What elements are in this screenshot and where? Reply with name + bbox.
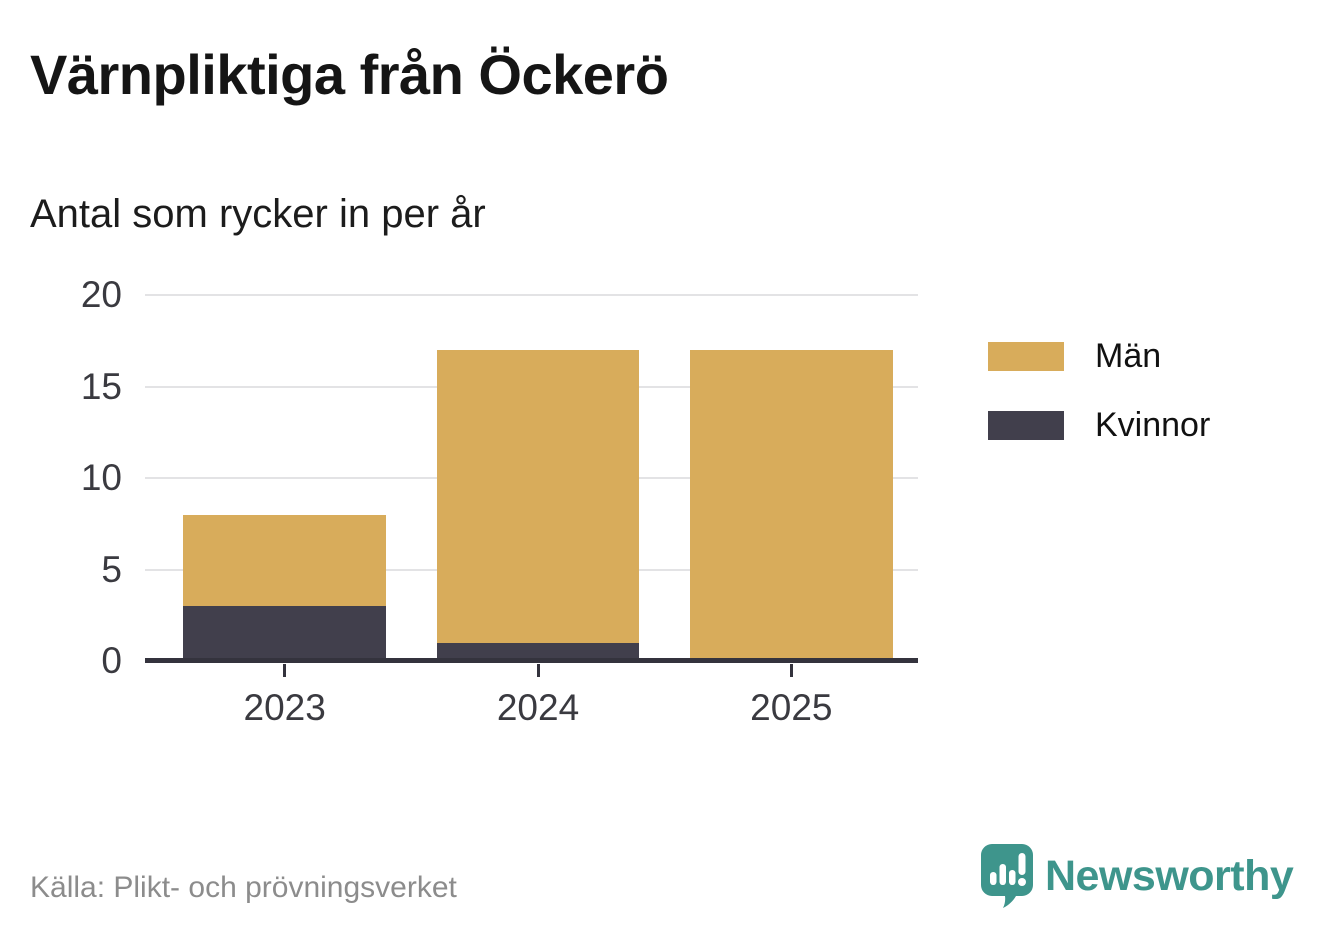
gridline	[145, 294, 918, 296]
y-tick-label: 5	[101, 548, 122, 590]
x-axis-line	[145, 658, 918, 663]
legend-swatch-women	[988, 411, 1064, 440]
bar-segment-2023-Kvinnor	[183, 606, 386, 661]
y-tick-label: 10	[80, 457, 122, 498]
y-tick-label: 15	[80, 365, 122, 407]
y-tick-label: 20	[80, 274, 122, 315]
bar-segment-2024-Kvinnor	[436, 642, 640, 661]
y-axis: 0 5 10 15 20	[0, 275, 122, 681]
legend-swatch-men	[988, 342, 1064, 371]
brand-name: Newsworthy	[1045, 852, 1294, 900]
x-label-2024: 2024	[496, 687, 580, 728]
bar-segment-2023-Män	[183, 514, 386, 607]
x-axis: 2023 2024 2025	[158, 661, 918, 741]
bar-segment-2025-Män	[690, 349, 893, 661]
y-tick-label: 0	[101, 640, 122, 681]
x-tick-mark	[789, 664, 793, 677]
source-note: Källa: Plikt- och prövningsverket	[30, 871, 457, 904]
bar-chart	[145, 294, 918, 663]
legend: Män Kvinnor	[988, 337, 1210, 475]
x-tick-mark	[536, 664, 540, 677]
legend-item-women: Kvinnor	[988, 406, 1210, 445]
newsworthy-icon	[981, 844, 1033, 908]
legend-label-men: Män	[1095, 337, 1162, 375]
brand-logo: Newsworthy	[980, 843, 1294, 909]
bar-segment-2024-Män	[436, 349, 640, 643]
x-label-2025: 2025	[750, 687, 833, 728]
x-label-2023: 2023	[243, 687, 326, 728]
x-tick-mark	[283, 664, 287, 677]
chart-title: Värnpliktiga från Öckerö	[30, 43, 669, 106]
legend-item-men: Män	[988, 337, 1210, 376]
plot-bands	[158, 295, 918, 661]
legend-label-women: Kvinnor	[1095, 406, 1211, 444]
chart-subtitle: Antal som rycker in per år	[30, 192, 486, 236]
